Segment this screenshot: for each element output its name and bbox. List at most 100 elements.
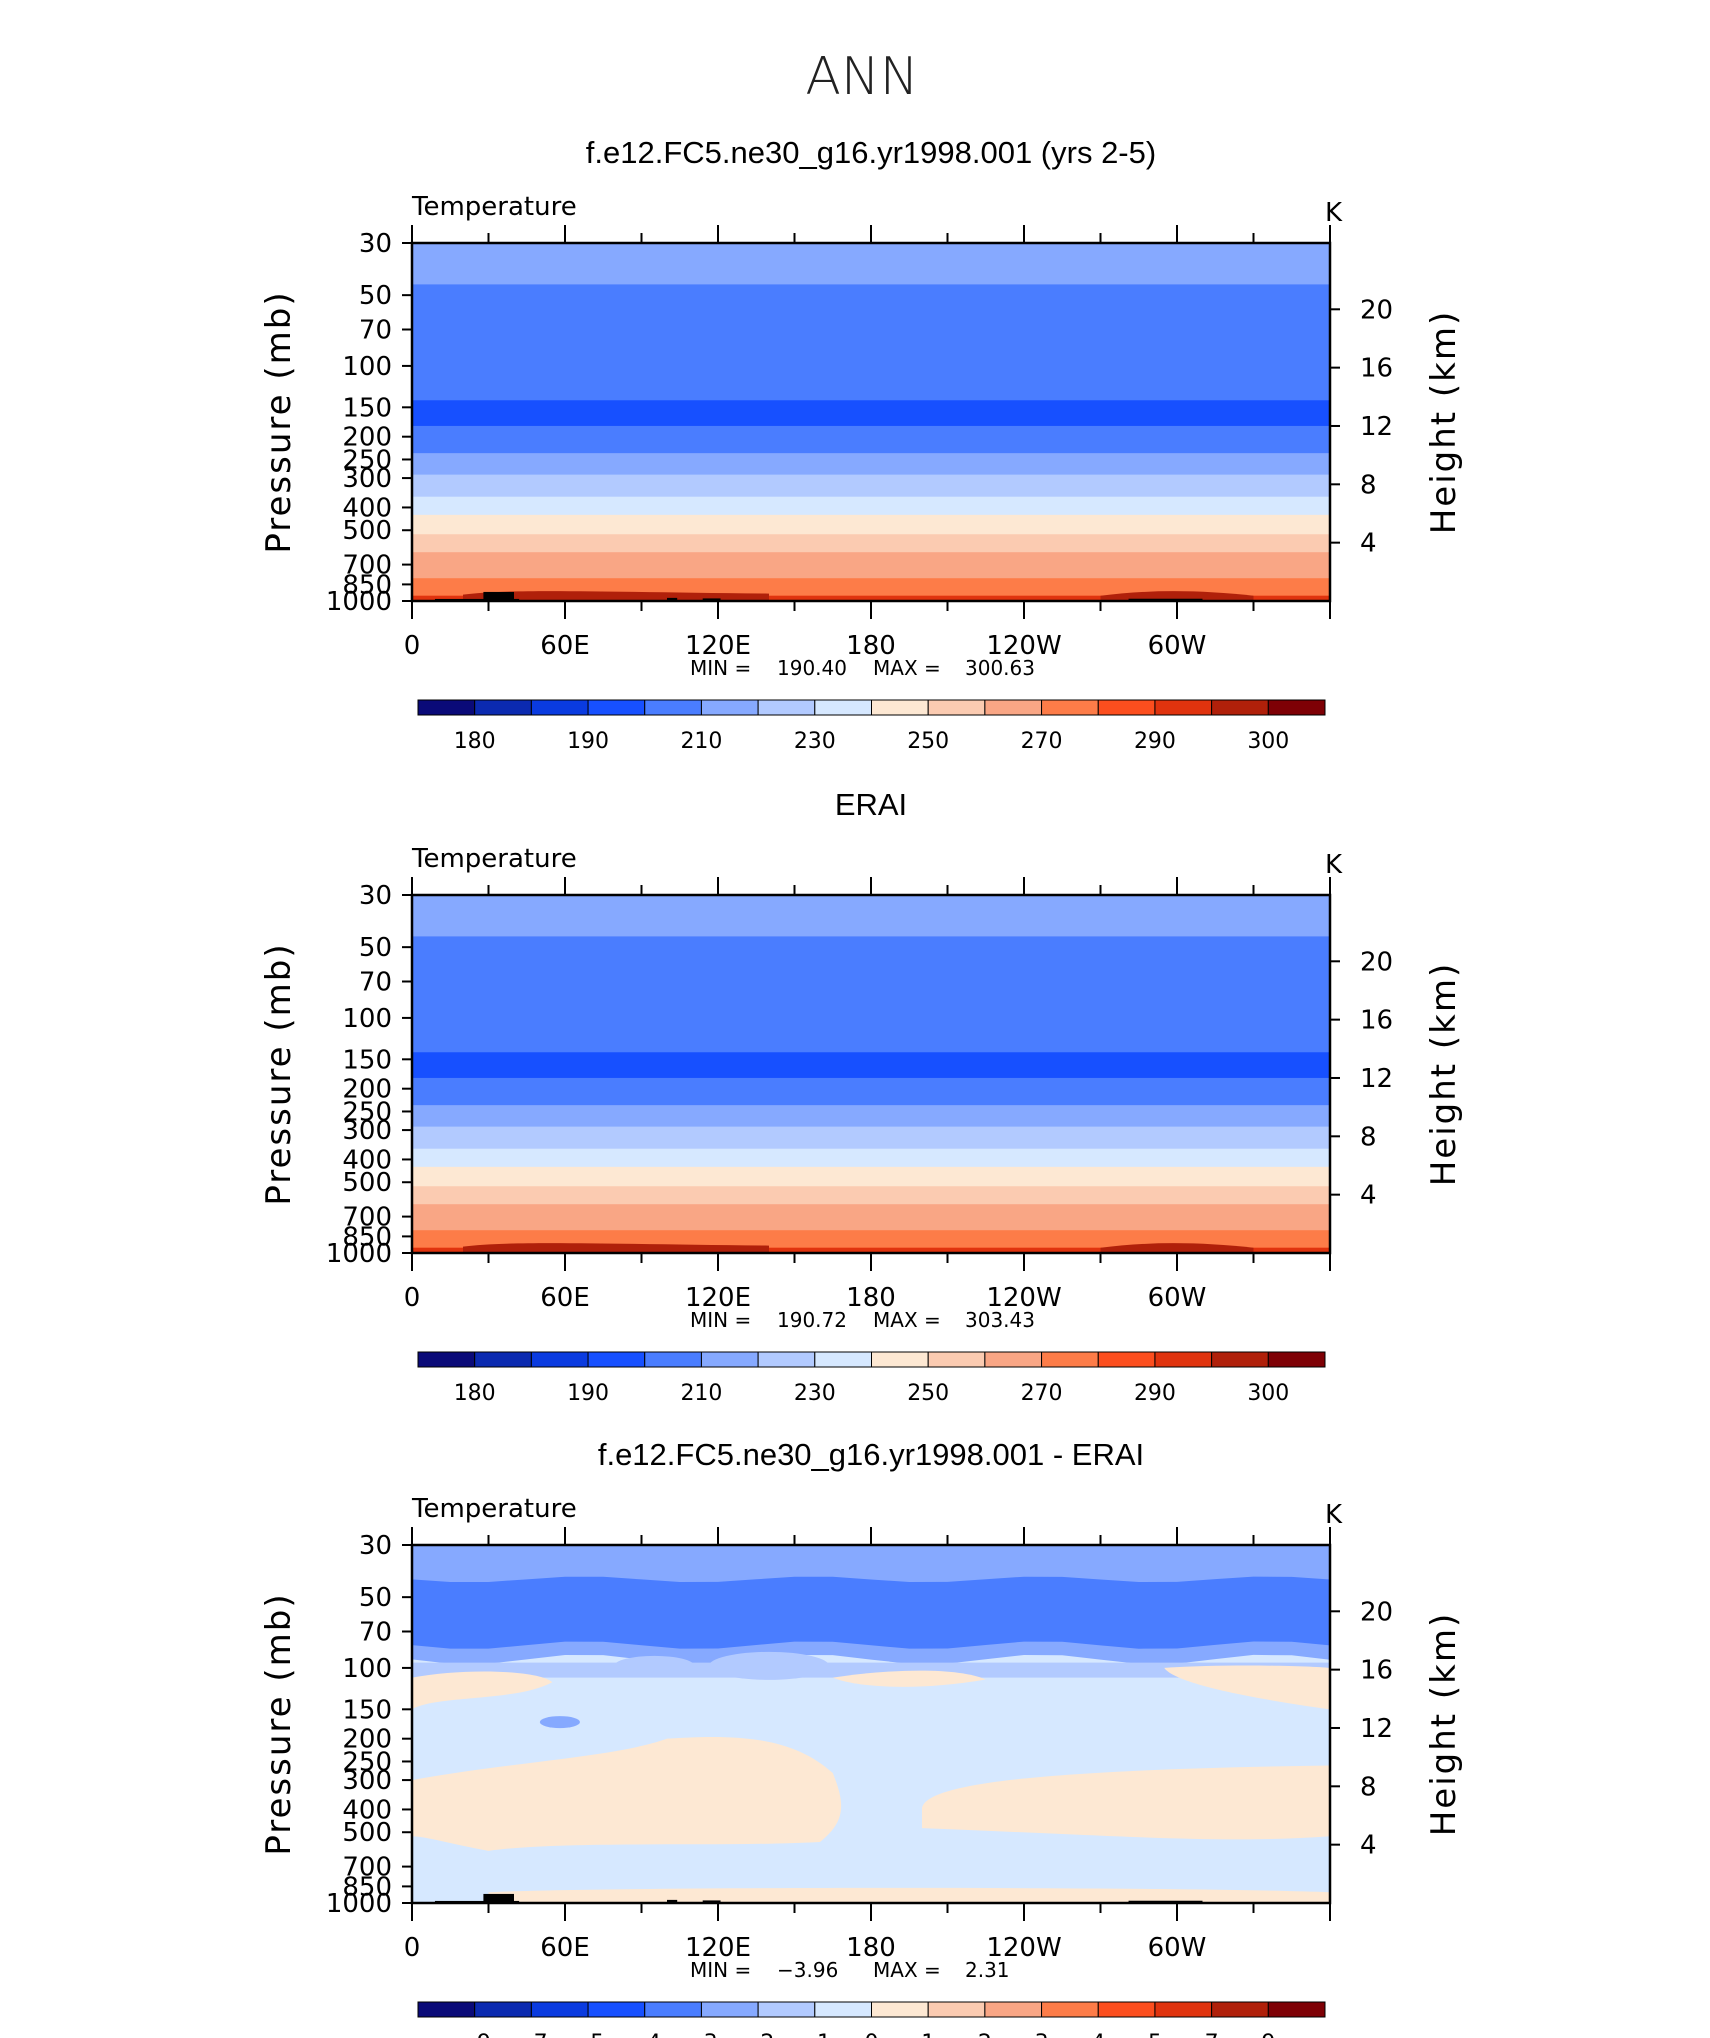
contour-band — [412, 1186, 1330, 1206]
colorbar-swatch — [871, 2001, 929, 2018]
colorbar-label: 290 — [1134, 1381, 1176, 1406]
variable-label: Temperature — [411, 192, 577, 222]
contour-band — [412, 1105, 1330, 1128]
units-label: K — [1325, 198, 1343, 228]
contour-band — [488, 1887, 1330, 1903]
max-value: 303.43 — [965, 1308, 1035, 1332]
colorbar-swatch — [530, 699, 589, 716]
colorbar-label: 270 — [1021, 1381, 1063, 1406]
colorbar-swatch — [871, 1351, 929, 1368]
contour-band — [412, 1204, 1330, 1232]
y-tick-label: 1000 — [326, 1239, 392, 1269]
y-tick-label: 100 — [342, 352, 392, 382]
contour-band — [922, 1765, 1330, 1840]
colorbar-swatch — [700, 699, 759, 716]
min-label: MIN = — [690, 656, 751, 680]
colorbar-swatch — [984, 2001, 1043, 2018]
x-tick-label: 60W — [1148, 1933, 1207, 1963]
contour-band — [412, 534, 1330, 554]
y-right-tick-label: 20 — [1360, 295, 1393, 325]
colorbar-swatch — [644, 699, 702, 716]
contour-band — [614, 1655, 695, 1676]
panel-2: ERAI305070100150200250300400500700850100… — [259, 787, 1464, 1406]
variable-label: Temperature — [411, 844, 577, 874]
colorbar-swatch — [757, 1351, 816, 1368]
colorbar-swatch — [927, 2001, 986, 2018]
warm-surface-region — [1100, 1243, 1254, 1253]
contour-band — [412, 496, 1330, 516]
contour-band — [412, 552, 1330, 580]
contour-band — [412, 595, 1330, 601]
y-tick-label: 30 — [359, 881, 392, 911]
warm-surface-region — [463, 1243, 769, 1253]
y-right-tick-label: 20 — [1360, 947, 1393, 977]
x-tick-label: 180 — [846, 1283, 896, 1313]
y-tick-label: 200 — [342, 1075, 392, 1105]
y-tick-label: 50 — [359, 281, 392, 311]
min-label: MIN = — [690, 1958, 751, 1982]
colorbar-swatch — [474, 2001, 532, 2018]
contour-band — [412, 1166, 1330, 1188]
contour-band — [412, 895, 1330, 938]
y-tick-label: 850 — [342, 1872, 392, 1902]
colorbar-label: 190 — [567, 1381, 609, 1406]
y-right-tick-label: 12 — [1360, 1714, 1393, 1744]
max-label: MAX = — [873, 1958, 941, 1982]
x-tick-label: 120E — [685, 1283, 751, 1313]
colorbar-label: 230 — [794, 729, 836, 754]
colorbar-swatch — [927, 699, 986, 716]
y-tick-label: 100 — [342, 1654, 392, 1684]
colorbar-swatch — [1267, 699, 1326, 716]
y-tick-label: 150 — [342, 393, 392, 423]
y-tick-label: 70 — [359, 1618, 392, 1648]
colorbar-label: 2 — [978, 2031, 992, 2038]
contour-band — [412, 1736, 842, 1851]
contour-band — [412, 1126, 1330, 1150]
colorbar-swatch — [1211, 2001, 1269, 2018]
colorbar-label: −3 — [685, 2031, 717, 2038]
colorbar-swatch — [474, 1351, 532, 1368]
y-right-tick-label: 8 — [1360, 1772, 1377, 1802]
colorbar-swatch — [1097, 699, 1156, 716]
min-value: −3.96 — [777, 1958, 838, 1982]
y-right-tick-label: 8 — [1360, 1122, 1377, 1152]
contour-band — [412, 514, 1330, 536]
y-tick-label: 700 — [342, 1203, 392, 1233]
contour-band — [412, 1052, 1330, 1079]
colorbar-label: 3 — [1035, 2031, 1049, 2038]
min-value: 190.40 — [777, 656, 847, 680]
x-tick-label: 60W — [1148, 1283, 1207, 1313]
colorbar-swatch — [417, 1351, 476, 1368]
colorbar-swatch — [927, 1351, 986, 1368]
colorbar-swatch — [757, 699, 816, 716]
colorbar-label: 5 — [1148, 2031, 1162, 2038]
panel-3: f.e12.FC5.ne30_g16.yr1998.001 - ERAI3050… — [259, 1437, 1464, 2038]
x-tick-label: 180 — [846, 631, 896, 661]
colorbar-swatch — [417, 2001, 476, 2018]
y-right-tick-label: 12 — [1360, 412, 1393, 442]
colorbar-swatch — [587, 2001, 646, 2018]
colorbar: −9 −7 −5 −4 −3 −2 −1 0 1 2 3 4 5 7 9 — [417, 2001, 1326, 2038]
colorbar-swatch — [530, 2001, 589, 2018]
contour-band — [412, 1148, 1330, 1168]
y-tick-label: 400 — [342, 493, 392, 523]
y-right-tick-label: 4 — [1360, 1181, 1377, 1211]
colorbar-label: 180 — [454, 729, 496, 754]
panel-title: f.e12.FC5.ne30_g16.yr1998.001 (yrs 2-5) — [586, 135, 1156, 170]
colorbar-label: 9 — [1261, 2031, 1275, 2038]
colorbar-swatch — [1154, 699, 1213, 716]
contour-band — [412, 243, 1330, 286]
colorbar-swatch — [1154, 2001, 1213, 2018]
units-label: K — [1325, 850, 1343, 880]
colorbar-label: −1 — [799, 2031, 831, 2038]
colorbar-label: 250 — [907, 729, 949, 754]
y-tick-label: 30 — [359, 229, 392, 259]
colorbar-swatch — [984, 1351, 1043, 1368]
x-tick-label: 120W — [986, 1933, 1061, 1963]
colorbar-swatch — [1267, 1351, 1326, 1368]
y-right-tick-label: 20 — [1360, 1597, 1393, 1627]
colorbar-swatch — [814, 2001, 872, 2018]
colorbar-label: −4 — [629, 2031, 661, 2038]
y-right-tick-label: 4 — [1360, 1831, 1377, 1861]
